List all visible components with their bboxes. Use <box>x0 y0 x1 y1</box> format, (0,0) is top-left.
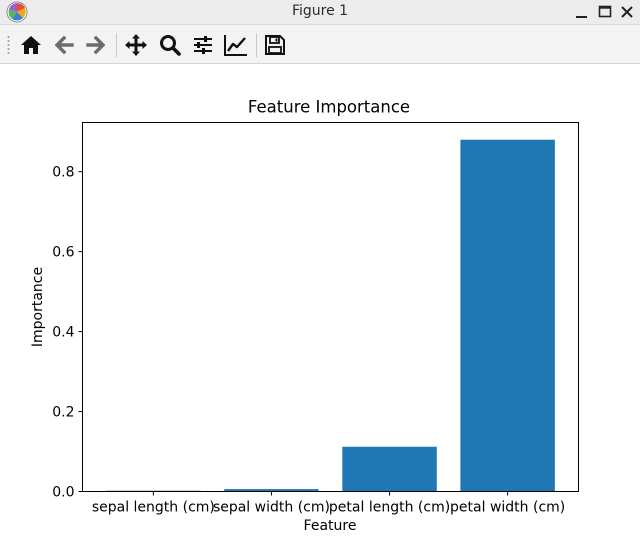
bar-chart: Feature Importance 0.0 0.2 0.4 0.6 0.8 sepal… <box>30 98 579 534</box>
save-button[interactable] <box>262 32 288 58</box>
move-icon <box>125 34 147 56</box>
pan-button[interactable] <box>123 32 149 58</box>
line-chart-icon <box>224 35 247 56</box>
arrow-right-icon <box>86 35 106 55</box>
back-button[interactable] <box>51 32 77 58</box>
x-axis-label: Feature <box>304 518 357 534</box>
matplotlib-logo-icon <box>6 1 28 23</box>
forward-button[interactable] <box>83 32 109 58</box>
y-tick-label: 0.2 <box>52 405 74 421</box>
toolbar-separator <box>116 33 117 57</box>
bar-3 <box>342 446 437 492</box>
edit-axis-button[interactable] <box>223 32 249 58</box>
x-tick-label: sepal length (cm) <box>92 500 215 516</box>
y-axis: 0.0 0.2 0.4 0.6 0.8 <box>52 165 83 501</box>
zoom-button[interactable] <box>157 32 183 58</box>
configure-subplots-button[interactable] <box>190 32 216 58</box>
bars-group <box>106 139 555 492</box>
x-tick-label: petal width (cm) <box>450 500 565 516</box>
window-titlebar: Figure 1 <box>0 0 640 25</box>
bar-2 <box>224 489 319 492</box>
close-icon[interactable] <box>617 2 637 22</box>
figure-canvas[interactable]: Feature Importance 0.0 0.2 0.4 0.6 0.8 sepal… <box>0 64 640 543</box>
minimize-icon[interactable] <box>572 2 592 22</box>
y-tick-label: 0.4 <box>52 325 74 341</box>
toolbar-grip-icon[interactable] <box>7 35 10 55</box>
navigation-toolbar <box>0 25 640 64</box>
bar-4 <box>460 139 555 492</box>
floppy-disk-icon <box>265 35 285 55</box>
x-tick-label: sepal width (cm) <box>213 500 330 516</box>
y-tick-label: 0.6 <box>52 245 74 261</box>
sliders-icon <box>194 36 212 54</box>
magnifier-icon <box>160 35 181 56</box>
toolbar-separator <box>256 33 257 57</box>
x-axis: sepal length (cm)sepal width (cm)petal l… <box>92 491 565 516</box>
maximize-icon[interactable] <box>595 2 615 22</box>
y-axis-label: Importance <box>30 267 46 347</box>
chart-title: Feature Importance <box>248 98 410 117</box>
y-tick-label: 0.8 <box>52 165 74 181</box>
home-icon <box>21 36 41 54</box>
y-tick-label: 0.0 <box>52 485 74 501</box>
home-button[interactable] <box>18 32 44 58</box>
arrow-left-icon <box>54 35 74 55</box>
x-tick-label: petal length (cm) <box>329 500 450 516</box>
plot-area-frame <box>82 122 579 492</box>
window-title: Figure 1 <box>291 3 349 19</box>
